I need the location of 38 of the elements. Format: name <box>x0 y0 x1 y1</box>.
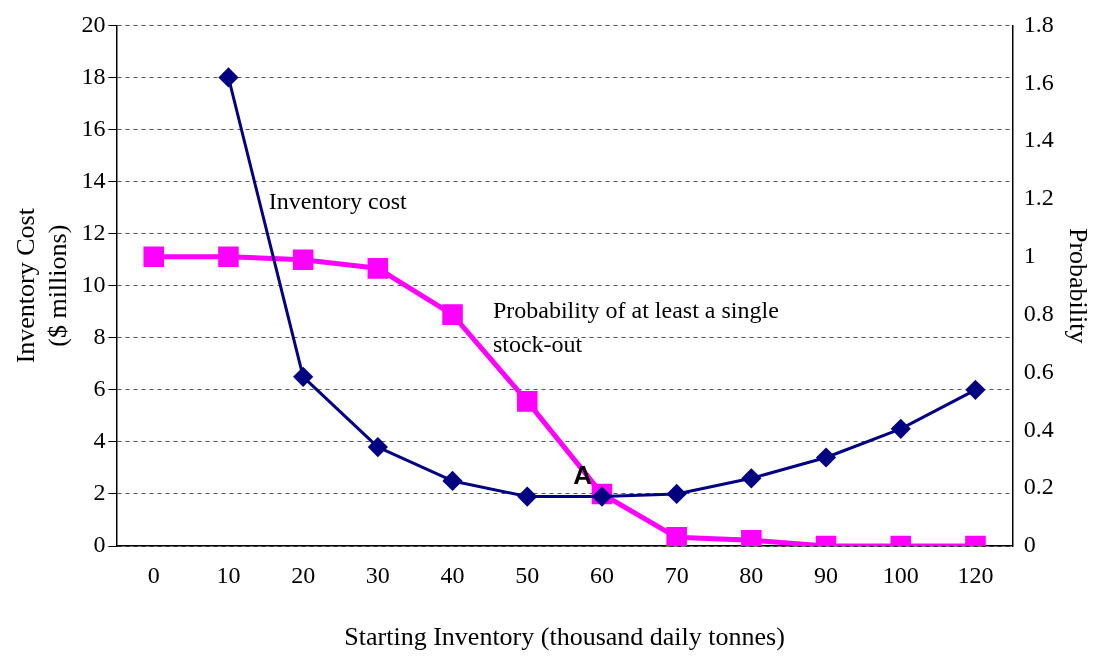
y-tick-label: 6 <box>93 375 106 402</box>
y2-tick-label: 1.4 <box>1023 126 1054 153</box>
y2-tick-label: 0.8 <box>1023 299 1054 326</box>
y-tick-label: 14 <box>81 166 106 193</box>
x-tick-label: 0 <box>147 561 160 588</box>
y-tick-label: 4 <box>93 427 106 454</box>
y-tick-label: 0 <box>93 531 106 558</box>
x-tick-label: 90 <box>814 561 839 588</box>
x-tick-label: 50 <box>515 561 540 588</box>
y2-tick-label: 0.4 <box>1023 415 1054 442</box>
y2-tick-label: 1 <box>1023 242 1036 269</box>
y2-tick-label: 0 <box>1023 531 1036 558</box>
y2-tick-label: 0.6 <box>1023 357 1054 384</box>
x-tick-label: 100 <box>882 561 919 588</box>
y2-tick-label: 1.6 <box>1023 68 1054 95</box>
y-tick-label: 8 <box>93 323 106 350</box>
x-tick-label: 80 <box>739 561 764 588</box>
x-tick-label: 20 <box>291 561 316 588</box>
y2-tick-label: 0.2 <box>1023 473 1054 500</box>
x-tick-label: 70 <box>664 561 689 588</box>
y2-tick-label: 1.8 <box>1023 10 1054 37</box>
x-tick-label: 40 <box>440 561 465 588</box>
series-label: Inventory cost <box>268 187 408 214</box>
series-label: Probability of at least a single stock-out <box>492 297 779 358</box>
x-tick-label: 30 <box>365 561 390 588</box>
y-tick-label: 10 <box>81 271 106 297</box>
y-tick-label: 20 <box>81 10 106 37</box>
x-axis-title: Starting Inventory (thousand daily tonnes) <box>344 622 785 652</box>
y-tick-label: 18 <box>81 62 106 89</box>
x-tick-label: 120 <box>957 561 994 588</box>
x-tick-label: 60 <box>589 561 614 588</box>
y-tick-label: 2 <box>93 479 106 506</box>
y-tick-label: 16 <box>81 114 106 141</box>
y2-axis-title: Probability <box>1063 227 1093 344</box>
y-tick-label: 12 <box>81 218 106 245</box>
y-axis-title: Inventory Cost ($ millions) <box>11 207 72 364</box>
y2-tick-label: 1.2 <box>1023 184 1054 211</box>
x-tick-label: 10 <box>216 561 241 588</box>
